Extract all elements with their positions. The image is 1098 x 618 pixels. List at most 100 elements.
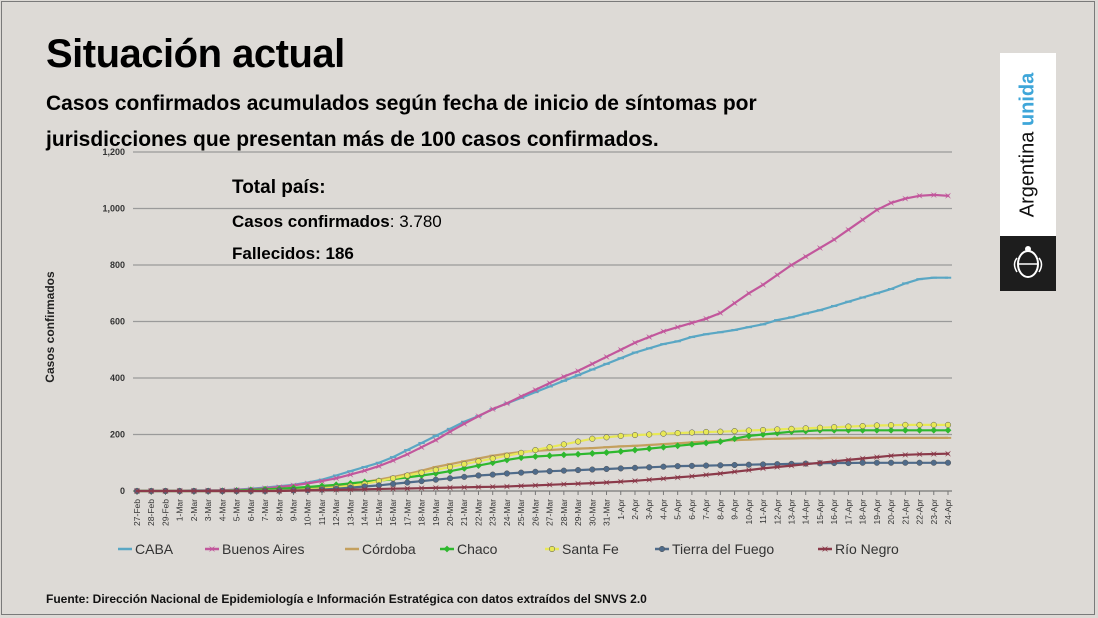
data-point bbox=[617, 432, 624, 439]
data-point bbox=[703, 471, 710, 478]
data-point bbox=[887, 436, 895, 439]
data-point bbox=[575, 367, 582, 374]
data-point bbox=[532, 446, 539, 454]
data-point bbox=[745, 290, 752, 297]
data-point bbox=[517, 454, 525, 462]
data-point bbox=[802, 425, 809, 432]
data-point bbox=[646, 443, 653, 446]
data-point bbox=[888, 422, 895, 429]
legend-item: Tierra del Fuego bbox=[655, 541, 774, 557]
data-point bbox=[432, 434, 439, 437]
data-point bbox=[575, 438, 582, 445]
data-point bbox=[546, 481, 553, 488]
series-line bbox=[137, 276, 948, 492]
coat-of-arms-icon bbox=[1000, 236, 1056, 291]
x-tick-label: 22-Apr bbox=[915, 499, 925, 525]
data-point bbox=[503, 452, 510, 459]
data-point bbox=[731, 461, 738, 469]
data-point bbox=[774, 271, 781, 278]
series-córdoba bbox=[133, 436, 952, 493]
data-point bbox=[603, 479, 610, 486]
data-point bbox=[930, 450, 937, 457]
data-point bbox=[873, 422, 880, 429]
data-point bbox=[461, 461, 468, 468]
data-point bbox=[332, 474, 340, 477]
data-point bbox=[190, 488, 197, 494]
source-note: Fuente: Dirección Nacional de Epidemiolo… bbox=[46, 592, 647, 606]
data-point bbox=[219, 488, 226, 494]
legend-label: Tierra del Fuego bbox=[672, 541, 774, 557]
data-point bbox=[831, 424, 838, 431]
data-point bbox=[902, 421, 909, 428]
data-point bbox=[717, 310, 724, 317]
data-point bbox=[589, 368, 596, 371]
data-point bbox=[390, 475, 397, 482]
x-tick-label: 18-Mar bbox=[417, 499, 427, 526]
data-point bbox=[887, 288, 895, 291]
data-point bbox=[304, 480, 311, 487]
legend-item: Santa Fe bbox=[545, 541, 619, 557]
data-point bbox=[333, 475, 340, 482]
data-point bbox=[873, 426, 881, 434]
data-point bbox=[873, 454, 880, 461]
data-point bbox=[318, 478, 325, 485]
legend-item: CABA bbox=[118, 541, 174, 557]
page-title: Situación actual bbox=[46, 32, 345, 76]
data-point bbox=[603, 465, 610, 473]
data-point bbox=[674, 324, 681, 331]
data-point bbox=[646, 347, 653, 350]
data-point bbox=[432, 476, 439, 483]
legend-label: Córdoba bbox=[362, 541, 416, 557]
chart-series bbox=[133, 191, 952, 495]
data-point bbox=[631, 444, 639, 447]
data-point bbox=[774, 437, 781, 440]
data-point bbox=[532, 391, 539, 394]
data-point bbox=[930, 276, 937, 279]
x-tick-label: 16-Apr bbox=[829, 499, 839, 525]
series-line bbox=[137, 436, 948, 493]
data-point bbox=[674, 340, 681, 343]
data-point bbox=[831, 236, 838, 243]
data-point bbox=[646, 476, 653, 483]
data-point bbox=[290, 487, 297, 494]
data-point bbox=[348, 548, 356, 550]
data-point bbox=[688, 440, 696, 448]
x-tick-label: 13-Apr bbox=[786, 499, 796, 525]
x-tick-label: 7-Mar bbox=[260, 499, 270, 521]
data-point bbox=[443, 545, 451, 553]
data-point bbox=[945, 192, 951, 199]
data-point bbox=[503, 400, 510, 407]
data-point bbox=[461, 420, 468, 427]
data-point bbox=[916, 459, 923, 466]
data-point bbox=[588, 450, 596, 457]
data-point bbox=[873, 436, 881, 439]
data-point bbox=[418, 441, 425, 444]
data-point bbox=[760, 465, 767, 472]
x-tick-label: 13-Mar bbox=[345, 499, 355, 526]
data-point bbox=[759, 438, 767, 441]
data-point bbox=[503, 470, 510, 477]
total-annotation: Total país: Casos confirmados: 3.780 Fal… bbox=[232, 177, 442, 263]
annotation-deaths: Fallecidos: 186 bbox=[232, 244, 354, 263]
data-point bbox=[404, 472, 411, 479]
y-tick-label: 1,000 bbox=[102, 204, 125, 214]
data-point bbox=[347, 471, 354, 478]
data-point bbox=[660, 475, 667, 482]
data-point bbox=[475, 462, 482, 469]
data-point bbox=[745, 438, 753, 441]
x-tick-label: 5-Apr bbox=[673, 499, 683, 520]
data-point bbox=[546, 444, 553, 451]
legend-label: Chaco bbox=[457, 541, 498, 557]
data-point bbox=[902, 195, 909, 202]
series-line bbox=[137, 452, 949, 493]
data-point bbox=[859, 436, 866, 439]
data-point bbox=[517, 396, 525, 399]
data-point bbox=[645, 445, 653, 453]
data-point bbox=[731, 468, 738, 475]
data-point bbox=[873, 292, 881, 295]
data-point bbox=[788, 316, 795, 319]
x-tick-label: 18-Apr bbox=[858, 499, 868, 525]
data-point bbox=[432, 484, 439, 491]
data-point bbox=[503, 483, 510, 490]
annotation-cases: Casos confirmados: 3.780 bbox=[232, 212, 442, 231]
